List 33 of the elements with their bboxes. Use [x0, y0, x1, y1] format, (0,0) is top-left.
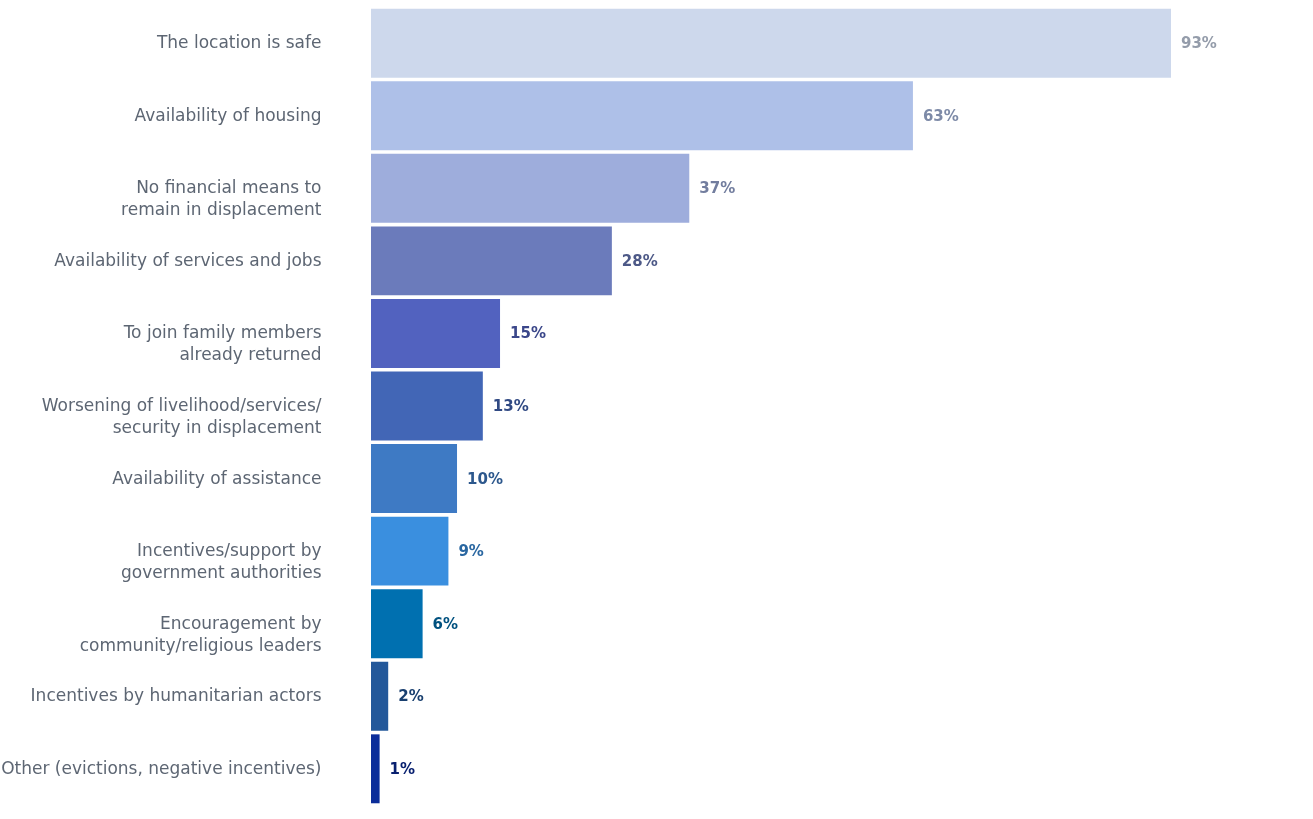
data-label: 13% [492, 397, 529, 415]
bar [371, 8, 1171, 78]
y-tick-label: To join family members already returned [122, 322, 322, 365]
bar [371, 589, 423, 659]
bar [371, 734, 380, 804]
y-tick-label: Incentives by humanitarian actors [30, 685, 322, 706]
y-tick-label: Encouragement by community/religious leaders [79, 612, 322, 655]
data-label: 63% [922, 106, 959, 125]
data-label: 93% [1181, 34, 1217, 53]
data-label: 15% [510, 324, 546, 343]
bar [371, 153, 690, 223]
data-label: 28% [621, 251, 658, 270]
y-tick-label: Availability of assistance [112, 467, 322, 488]
data-label: 1% [389, 759, 416, 778]
bar [371, 516, 449, 586]
bar [371, 226, 612, 296]
data-label: 37% [699, 179, 736, 198]
bar [371, 298, 501, 368]
bar [371, 444, 458, 514]
data-label: 9% [458, 542, 484, 561]
data-label: 10% [467, 469, 503, 488]
bar [371, 371, 483, 441]
data-label: 2% [398, 687, 424, 706]
y-tick-label: Availability of housing [134, 104, 322, 125]
y-tick-label: Other (evictions, negative incentives) [1, 757, 322, 778]
y-tick-label: Worsening of livelihood/services/ security in displacement [41, 395, 322, 437]
bar [371, 81, 913, 151]
bar [371, 661, 389, 731]
data-label: 6% [432, 614, 459, 633]
y-tick-label: The location is safe [155, 32, 322, 53]
y-tick-label: Availability of services and jobs [54, 249, 322, 270]
y-tick-label: No financial means to remain in displacement [121, 177, 322, 220]
y-tick-label: Incentives/support by government authorities [121, 540, 322, 583]
